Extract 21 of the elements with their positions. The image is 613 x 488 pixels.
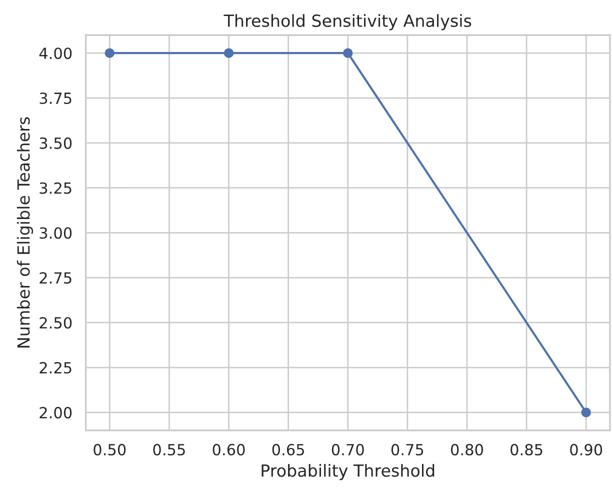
- x-tick-label: 0.90: [570, 444, 602, 456]
- x-tick-label: 0.70: [332, 444, 364, 456]
- chart-title: Threshold Sensitivity Analysis: [224, 14, 472, 30]
- y-axis-title: Number of Eligible Teachers: [16, 117, 34, 348]
- y-tick-label: 3.75: [40, 92, 72, 104]
- y-tick-label: 2.50: [40, 317, 72, 329]
- y-tick-label: 4.00: [39, 48, 72, 60]
- x-axis-title: Probability Threshold: [262, 464, 434, 480]
- x-tick-label: 0.75: [391, 444, 424, 456]
- y-tick-label: 2.00: [40, 406, 72, 418]
- y-tick-label: 3.25: [40, 182, 72, 194]
- x-tick-label: 0.55: [153, 444, 185, 456]
- x-tick-label: 0.65: [272, 444, 304, 456]
- y-tick-label: 3.00: [40, 227, 72, 239]
- x-tick-label: 0.60: [212, 444, 245, 456]
- x-tick-label: 0.85: [510, 444, 542, 456]
- y-tick-label: 2.75: [40, 272, 72, 284]
- x-tick-label: 0.50: [94, 444, 126, 456]
- x-tick-label: 0.80: [450, 444, 483, 456]
- y-tick-label: 3.50: [40, 137, 72, 149]
- y-tick-label: 2.25: [40, 362, 72, 374]
